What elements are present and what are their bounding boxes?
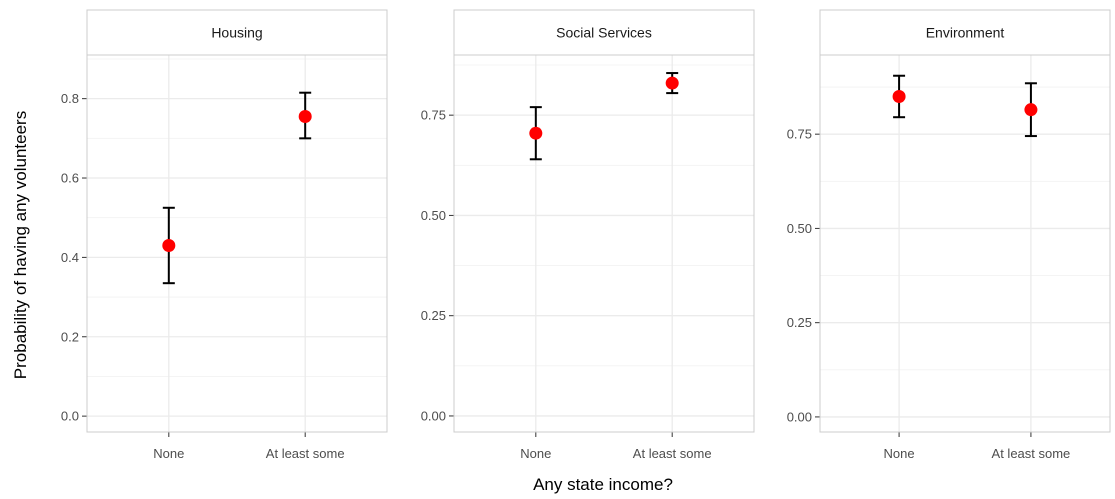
- data-point: [298, 110, 312, 124]
- facet-strip: [86, 9, 388, 56]
- facet-title: Environment: [926, 25, 1005, 41]
- data-point: [162, 238, 176, 252]
- x-axis-title: Any state income?: [533, 475, 673, 494]
- plot-background: [454, 55, 754, 432]
- y-tick-label: 0.2: [61, 329, 79, 344]
- y-tick-label: 0.75: [421, 108, 446, 123]
- facet-panel: 0.00 0.25 0.50 0.75 None At least some Environ…: [787, 9, 1111, 461]
- data-point: [665, 76, 679, 90]
- y-tick-label: 0.25: [421, 308, 446, 323]
- y-axis-title: Probability of having any volunteers: [11, 111, 30, 379]
- data-point: [1024, 103, 1038, 117]
- y-tick-label: 0.0: [61, 409, 79, 424]
- x-tick-label: None: [520, 446, 551, 461]
- x-tick-label: None: [153, 446, 184, 461]
- plot-background: [87, 55, 387, 432]
- facet-panel: 0.00 0.25 0.50 0.75 None At least some Social …: [421, 9, 755, 461]
- facet-panel: 0.0 0.2 0.4 0.6 0.8 None At least some Housing: [61, 9, 388, 461]
- facet-strip: [453, 9, 755, 56]
- y-tick-label: 0.6: [61, 171, 79, 186]
- y-tick-label: 0.25: [787, 315, 812, 330]
- y-tick-label: 0.00: [787, 409, 812, 424]
- y-tick-label: 0.4: [61, 250, 79, 265]
- y-tick-label: 0.50: [421, 208, 446, 223]
- y-tick-label: 0.8: [61, 91, 79, 106]
- facet-title: Social Services: [556, 25, 652, 41]
- y-tick-label: 0.50: [787, 221, 812, 236]
- x-tick-label: None: [884, 446, 915, 461]
- data-point: [529, 126, 543, 140]
- data-point: [892, 89, 906, 103]
- x-tick-label: At least some: [266, 446, 345, 461]
- x-tick-label: At least some: [992, 446, 1071, 461]
- plot-background: [820, 55, 1110, 432]
- facet-title: Housing: [211, 25, 262, 41]
- facet-strip: [819, 9, 1111, 56]
- x-tick-label: At least some: [633, 446, 712, 461]
- y-tick-label: 0.00: [421, 408, 446, 423]
- y-tick-label: 0.75: [787, 127, 812, 142]
